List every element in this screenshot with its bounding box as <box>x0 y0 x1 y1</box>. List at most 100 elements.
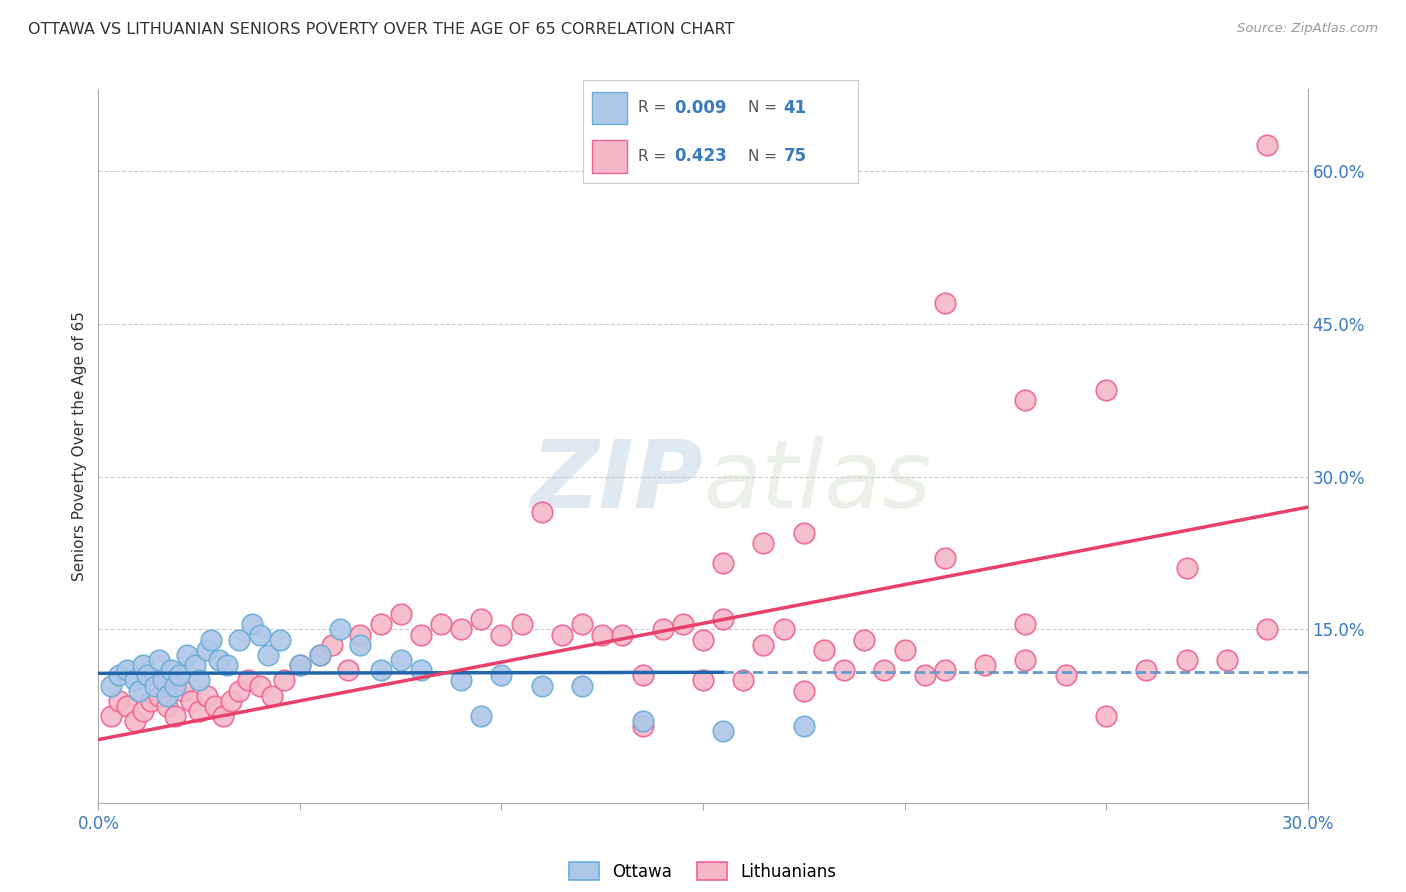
Point <box>200 632 222 647</box>
Point <box>128 683 150 698</box>
Point <box>148 689 170 703</box>
Point <box>692 632 714 647</box>
Point <box>491 668 513 682</box>
Point <box>409 627 432 641</box>
Point <box>1256 623 1278 637</box>
Point <box>450 673 472 688</box>
Point <box>450 623 472 637</box>
Point <box>853 632 876 647</box>
Point <box>195 689 218 703</box>
Text: Source: ZipAtlas.com: Source: ZipAtlas.com <box>1237 22 1378 36</box>
Point <box>249 627 271 641</box>
Point <box>530 505 553 519</box>
Point <box>260 689 283 703</box>
Point <box>1175 653 1198 667</box>
Point <box>256 648 278 662</box>
Point <box>204 698 226 713</box>
Point <box>337 663 360 677</box>
Point <box>793 525 815 540</box>
Text: N =: N = <box>748 149 778 164</box>
Point <box>934 296 956 310</box>
Point <box>430 617 453 632</box>
Point <box>409 663 432 677</box>
Point <box>135 668 157 682</box>
Point <box>1014 393 1036 408</box>
Point <box>1054 668 1077 682</box>
Point <box>1175 561 1198 575</box>
Point <box>974 658 997 673</box>
Point <box>772 623 794 637</box>
Point <box>370 663 392 677</box>
Point <box>711 556 734 570</box>
Point <box>249 679 271 693</box>
Point <box>288 658 311 673</box>
Point <box>107 694 129 708</box>
Point <box>228 683 250 698</box>
Point <box>176 648 198 662</box>
Point <box>188 673 211 688</box>
Point <box>752 536 775 550</box>
Point <box>631 668 654 682</box>
Text: atlas: atlas <box>703 436 931 527</box>
Point <box>893 643 915 657</box>
Point <box>370 617 392 632</box>
Point <box>329 623 352 637</box>
Point <box>115 698 138 713</box>
Point <box>273 673 295 688</box>
Point <box>152 673 174 688</box>
Point <box>1095 383 1118 397</box>
Point <box>612 627 634 641</box>
Point <box>132 704 155 718</box>
Point <box>172 683 194 698</box>
Point <box>711 724 734 739</box>
Point <box>1014 617 1036 632</box>
Point <box>1135 663 1157 677</box>
Point <box>156 689 179 703</box>
Point <box>309 648 332 662</box>
Point <box>934 551 956 566</box>
Point <box>1014 653 1036 667</box>
Legend: Ottawa, Lithuanians: Ottawa, Lithuanians <box>562 855 844 888</box>
Point <box>115 663 138 677</box>
Point <box>156 698 179 713</box>
Point <box>240 617 263 632</box>
Point <box>934 663 956 677</box>
Point <box>124 714 146 729</box>
Text: 41: 41 <box>783 99 807 117</box>
Point <box>349 638 371 652</box>
Text: ZIP: ZIP <box>530 435 703 528</box>
Point <box>711 612 734 626</box>
Point <box>163 709 186 723</box>
Point <box>793 683 815 698</box>
Point <box>510 617 533 632</box>
Point <box>100 679 122 693</box>
Point <box>167 668 190 682</box>
Point <box>1216 653 1239 667</box>
FancyBboxPatch shape <box>592 92 627 124</box>
Point <box>672 617 695 632</box>
Point <box>160 663 183 677</box>
Point <box>651 623 673 637</box>
Point <box>236 673 259 688</box>
Text: 0.423: 0.423 <box>673 147 727 165</box>
Point <box>491 627 513 641</box>
Point <box>1095 709 1118 723</box>
Text: R =: R = <box>638 149 666 164</box>
Point <box>124 673 146 688</box>
Point <box>139 694 162 708</box>
Point <box>591 627 613 641</box>
Point <box>195 643 218 657</box>
Point <box>631 714 654 729</box>
Point <box>100 709 122 723</box>
Point <box>389 653 412 667</box>
Text: R =: R = <box>638 101 666 115</box>
Point <box>631 719 654 733</box>
Point <box>470 612 492 626</box>
Point <box>813 643 835 657</box>
Point <box>470 709 492 723</box>
Point <box>571 617 593 632</box>
Point <box>163 679 186 693</box>
Point <box>143 679 166 693</box>
Text: OTTAWA VS LITHUANIAN SENIORS POVERTY OVER THE AGE OF 65 CORRELATION CHART: OTTAWA VS LITHUANIAN SENIORS POVERTY OVE… <box>28 22 734 37</box>
Point <box>914 668 936 682</box>
